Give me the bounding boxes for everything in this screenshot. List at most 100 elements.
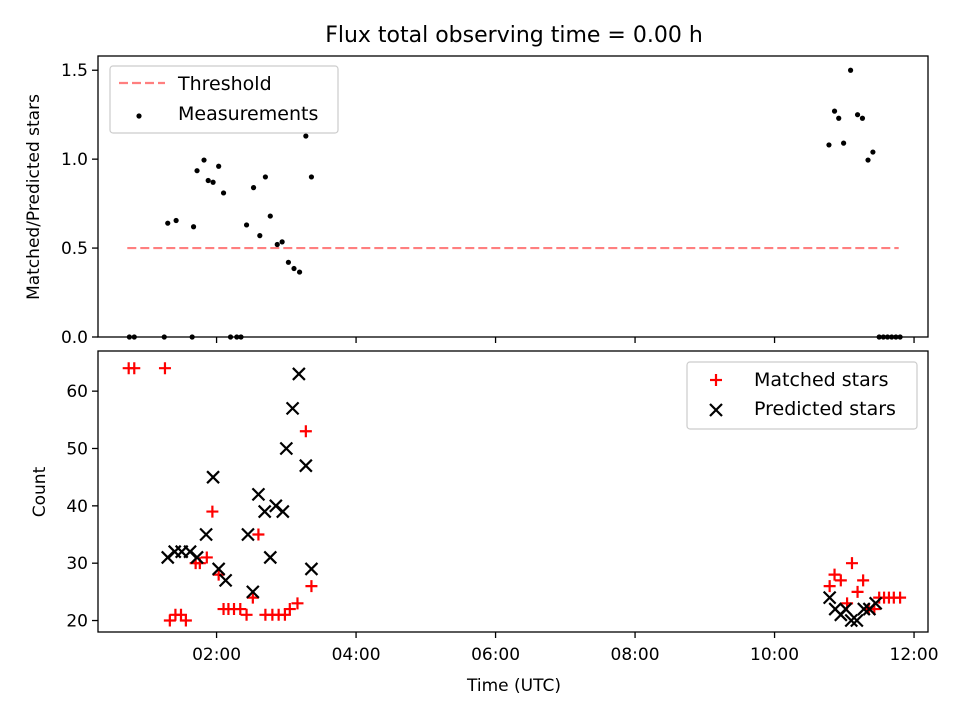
- measurements-point: [210, 179, 216, 185]
- predicted-stars-point: [218, 573, 233, 588]
- measurements-point: [161, 334, 167, 340]
- measurements-point: [303, 133, 309, 139]
- measurements-point: [194, 168, 200, 174]
- measurements-point: [216, 163, 222, 169]
- bottom-y-tick-label: 30: [66, 554, 88, 574]
- predicted-stars-point: [822, 590, 837, 605]
- predicted-stars-point: [285, 401, 300, 416]
- measurements-point: [190, 224, 197, 230]
- predicted-stars-point: [299, 458, 313, 473]
- matched-stars-point: [851, 585, 864, 598]
- measurements-point: [893, 334, 899, 340]
- predicted-stars-point: [838, 602, 853, 616]
- measurements-point: [267, 213, 273, 219]
- bottom-y-tick-label: 50: [66, 439, 88, 459]
- matched-stars-point: [240, 608, 253, 621]
- matched-stars-point: [158, 362, 171, 375]
- measurements-point: [243, 222, 250, 228]
- predicted-stars-point: [850, 613, 864, 628]
- measurements-point: [257, 233, 263, 239]
- measurements-point: [285, 259, 292, 265]
- matched-stars-point: [163, 614, 176, 627]
- legend-matched-label: Matched stars: [754, 369, 888, 391]
- bottom-legend-box: [686, 361, 918, 430]
- top-y-tick-label: 0.0: [61, 328, 88, 348]
- measurements-point: [274, 241, 280, 248]
- bottom-panel-frame: [97, 350, 929, 633]
- matched-stars-point: [828, 568, 841, 581]
- matched-stars-point: [845, 557, 858, 570]
- matched-stars-point: [834, 574, 847, 587]
- measurements-point: [189, 334, 195, 340]
- matched-stars-point: [246, 591, 259, 604]
- top-panel-ticks: 0.0 0.5 1.0 1.5: [61, 61, 915, 348]
- matched-stars-point: [252, 528, 265, 541]
- predicted-stars-point: [241, 527, 255, 542]
- measurements-point: [250, 185, 257, 191]
- measurements-point: [831, 108, 838, 114]
- bottom-y-tick-label: 20: [66, 612, 88, 632]
- matched-stars-point: [291, 597, 304, 610]
- matched-stars-point: [305, 580, 318, 593]
- measurements-point: [296, 269, 303, 275]
- measurements-point: [836, 115, 842, 121]
- predicted-stars-point: [844, 613, 859, 628]
- predicted-stars-point: [190, 550, 204, 565]
- measurements-point: [826, 142, 832, 148]
- predicted-stars-point: [199, 527, 213, 542]
- measurements-point: [262, 174, 268, 180]
- legend-measurements-swatch: [136, 113, 142, 119]
- measurements-point: [876, 334, 882, 340]
- legend-measurements-label: Measurements: [178, 103, 318, 125]
- bottom-legend: Matched stars Predicted stars: [686, 361, 918, 430]
- matched-stars-point: [823, 580, 836, 593]
- measurements-point: [870, 149, 876, 155]
- measurements-point: [859, 115, 866, 121]
- predicted-stars-point: [304, 562, 319, 576]
- measurements-point: [847, 67, 854, 73]
- matched-stars-point: [212, 568, 225, 581]
- matched-stars-point: [299, 425, 312, 438]
- matched-stars-point: [179, 614, 192, 627]
- measurements-point: [227, 334, 234, 340]
- measurements-point: [238, 334, 244, 340]
- bottom-panel-ticks: 20 30 40 50 60 02:00 04:00 06:00 08:00 10:00 12:00: [66, 382, 938, 665]
- predicted-stars-point: [279, 441, 294, 456]
- top-y-tick-label: 0.5: [61, 239, 88, 259]
- legend-predicted-swatch: [709, 403, 723, 417]
- measurements-point: [897, 334, 903, 340]
- measurements-point: [308, 174, 315, 180]
- bottom-panel: 20 30 40 50 60 02:00 04:00 06:00 08:00 10:00 12:00…: [30, 350, 939, 696]
- measurements-point: [279, 239, 285, 245]
- legend-predicted-label: Predicted stars: [754, 398, 896, 420]
- predicted-stars-point: [868, 596, 883, 611]
- matched-stars-point: [128, 362, 141, 375]
- measurements-point: [854, 112, 861, 118]
- predicted-stars-point: [292, 367, 306, 381]
- legend-matched-swatch: [710, 374, 722, 386]
- legend-threshold-label: Threshold: [177, 73, 272, 95]
- matched-stars-point: [234, 603, 247, 616]
- measurements-point: [131, 334, 137, 340]
- predicted-stars-point: [257, 504, 272, 519]
- measurements-point: [205, 177, 211, 184]
- bottom-x-tick-label: 12:00: [890, 645, 939, 665]
- predicted-stars-point: [857, 602, 871, 616]
- top-panel-frame: [97, 55, 929, 338]
- matched-stars-point: [894, 591, 907, 604]
- bottom-x-tick-label: 02:00: [192, 645, 241, 665]
- measurements-point: [173, 217, 179, 224]
- bottom-x-tick-label: 10:00: [750, 645, 799, 665]
- bottom-panel-marks: [122, 362, 907, 628]
- matched-stars-point: [857, 574, 870, 587]
- predicted-stars-point: [246, 585, 260, 599]
- measurements-point: [201, 157, 207, 163]
- predicted-stars-point: [251, 487, 266, 502]
- top-panel-marks: [126, 67, 903, 340]
- measurements-point: [889, 334, 895, 340]
- bottom-y-tick-label: 60: [66, 382, 88, 402]
- top-legend-box: [109, 65, 339, 134]
- predicted-stars-point: [206, 470, 220, 484]
- matched-stars-point: [200, 551, 213, 564]
- bottom-x-tick-label: 04:00: [332, 645, 381, 665]
